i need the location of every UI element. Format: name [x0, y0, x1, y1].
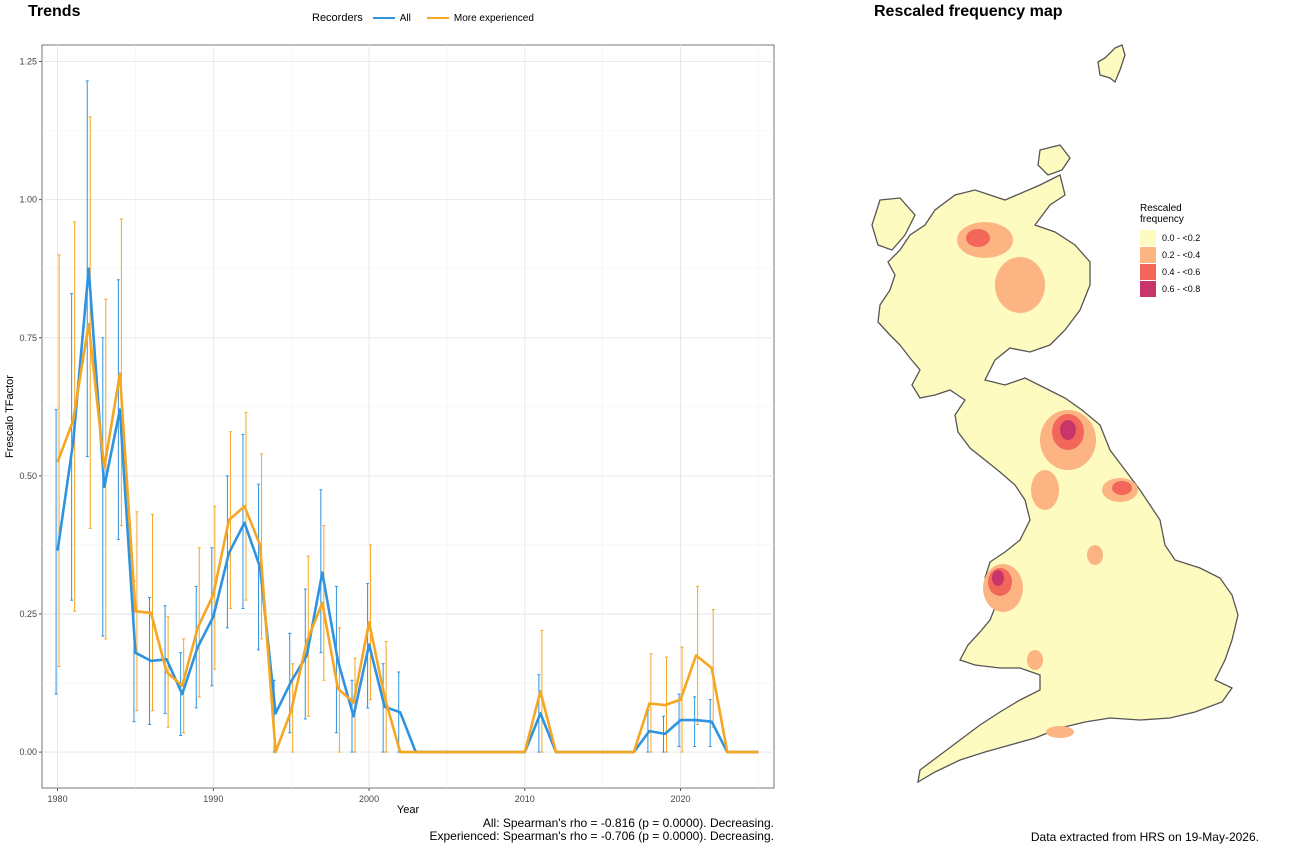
legend-swatch-all — [372, 17, 395, 19]
map-legend-swatch — [1140, 229, 1156, 246]
orkney-islands — [1037, 144, 1071, 176]
data-source-footer: Data extracted from HRS on 19-May-2026. — [1030, 830, 1259, 844]
map-legend-bin: 0.0 - <0.2 — [1140, 229, 1200, 246]
map-legend-swatch — [1140, 263, 1156, 280]
x-tick-label: 1980 — [48, 794, 68, 804]
series-line-all — [56, 267, 759, 754]
map-legend-bin: 0.6 - <0.8 — [1140, 280, 1200, 297]
x-tick-label: 2000 — [359, 794, 379, 804]
hotspot-yorkshire — [1102, 478, 1138, 502]
hotspot-midlands — [1087, 545, 1103, 565]
hotspot-north-pennines — [1040, 410, 1096, 470]
hotspot-south-wales — [1027, 650, 1043, 670]
hotspot-snowdonia-core — [992, 570, 1004, 586]
x-tick-label: 1990 — [203, 794, 223, 804]
hotspot-yorkshire-core — [1112, 481, 1132, 495]
legend-item-experienced: More experienced — [426, 12, 534, 24]
hotspot-dartmoor — [1046, 726, 1074, 738]
legend-label: Recorders — [312, 12, 363, 24]
legend-item-experienced-label: More experienced — [453, 12, 534, 24]
map-legend-swatch — [1140, 280, 1156, 297]
x-tick-label: 2010 — [515, 794, 535, 804]
map-legend-swatch — [1140, 246, 1156, 263]
map-legend-bin-label: 0.0 - <0.2 — [1162, 232, 1201, 243]
map-legend-title: Rescaled frequency — [1140, 203, 1200, 225]
hotspot-highlands — [995, 257, 1045, 313]
map-legend-bin: 0.2 - <0.4 — [1140, 246, 1200, 263]
map-legend-title-line2: frequency — [1140, 214, 1184, 225]
stats-experienced: Experienced: Spearman's rho = -0.706 (p … — [429, 829, 775, 843]
trend-statistics: All: Spearman's rho = -0.816 (p = 0.0000… — [430, 817, 775, 843]
hebrides — [871, 197, 916, 251]
map-legend-bin-label: 0.6 - <0.8 — [1162, 283, 1201, 294]
y-tick-label: 0.75 — [19, 333, 37, 343]
map-legend-bin: 0.4 - <0.6 — [1140, 263, 1200, 280]
hotspot-moray-core — [966, 229, 990, 247]
legend-item-all: All — [372, 12, 411, 24]
y-tick-label: 1.00 — [19, 195, 37, 205]
x-axis-title: Year — [397, 804, 420, 816]
map-title: Rescaled frequency map — [874, 3, 1063, 20]
trends-chart: 1980 1990 2000 2010 2020 0.00 0.25 0.50 0.75 1.00… — [4, 44, 775, 816]
trends-title: Trends — [28, 3, 81, 20]
hotspot-north-pennines-core — [1060, 420, 1076, 440]
y-axis-title: Frescalo TFactor — [4, 375, 16, 458]
map-legend-bin-label: 0.4 - <0.6 — [1162, 266, 1201, 277]
y-tick-label: 0.50 — [19, 471, 37, 481]
y-tick-label: 0.25 — [19, 609, 37, 619]
map-legend: Rescaled frequency 0.0 - <0.2 0.2 - <0.4… — [1140, 203, 1200, 297]
y-tick-label: 1.25 — [19, 57, 37, 67]
map-legend-bin-label: 0.2 - <0.4 — [1162, 249, 1201, 260]
y-tick-label: 0.00 — [19, 747, 37, 757]
plot-panel — [41, 44, 775, 789]
frequency-hotspots — [957, 222, 1138, 738]
hotspot-snowdonia-mid — [988, 568, 1012, 596]
hotspot-north-pennines-mid — [1052, 414, 1084, 450]
series-line-experienced — [56, 322, 759, 754]
hotspot-moray — [957, 222, 1013, 258]
shetland-islands — [1097, 44, 1126, 84]
legend-item-all-label: All — [399, 12, 411, 24]
legend-swatch-experienced — [426, 17, 449, 19]
hotspot-snowdonia — [983, 564, 1023, 612]
x-tick-label: 2020 — [671, 794, 691, 804]
map-legend-title-line1: Rescaled — [1140, 203, 1182, 214]
trends-legend: Recorders All More experienced — [312, 12, 544, 24]
stats-all: All: Spearman's rho = -0.816 (p = 0.0000… — [482, 816, 774, 830]
hotspot-lakes — [1031, 470, 1059, 510]
gb-landmass — [871, 44, 1239, 784]
